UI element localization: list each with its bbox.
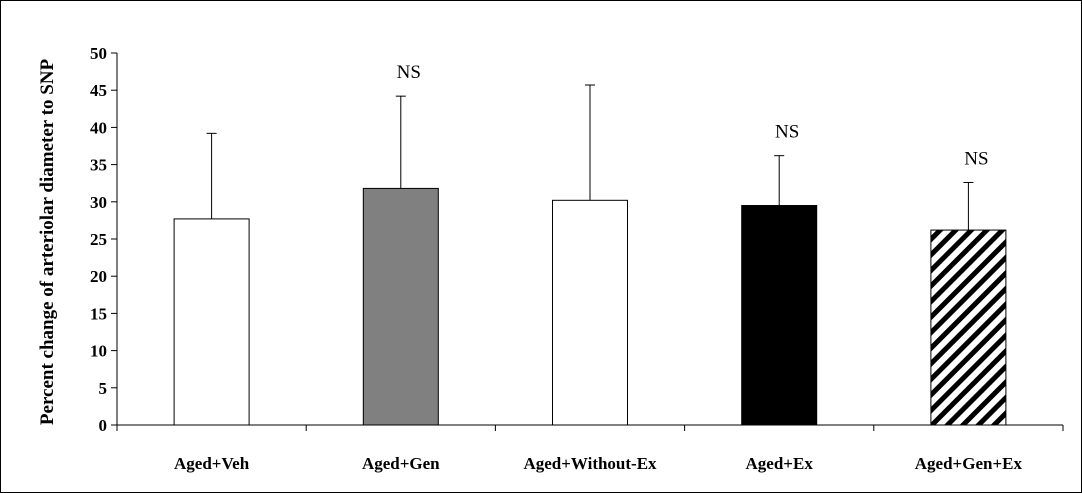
x-category-label: Aged+Ex: [746, 454, 814, 473]
y-tick-label: 40: [90, 118, 107, 137]
ns-annotation: NS: [964, 148, 988, 169]
y-tick-label: 20: [90, 267, 107, 286]
y-axis-label: Percent change of arteriolar diameter to…: [37, 59, 58, 426]
y-tick-label: 35: [90, 156, 107, 175]
y-tick-label: 10: [90, 342, 107, 361]
bar-aged-gen-ex: [930, 229, 1007, 426]
bar-aged-ex: [741, 205, 818, 426]
ns-annotation: NS: [775, 122, 799, 143]
bar-aged-veh: [173, 218, 250, 426]
x-category-label: Aged+Gen: [362, 454, 440, 473]
y-tick-label: 0: [99, 416, 108, 435]
x-category-label: Aged+Without-Ex: [523, 454, 657, 473]
ns-annotation: NS: [397, 62, 421, 83]
x-category-label: Aged+Gen+Ex: [915, 454, 1023, 473]
y-tick-label: 45: [90, 81, 107, 100]
y-tick-label: 30: [90, 193, 107, 212]
y-tick-label: 5: [99, 379, 108, 398]
bar-aged-gen: [362, 187, 439, 426]
y-tick-label: 25: [90, 230, 107, 249]
plot-area: 0 5 10 15 20 25 30 35 40 45 50 Aged+Veh Aged+Gen NS Ag…: [90, 44, 1064, 473]
x-category-label: Aged+Veh: [174, 454, 250, 473]
y-tick-label: 15: [90, 304, 107, 323]
y-tick-label: 50: [90, 44, 107, 63]
bar-aged-without-ex: [552, 199, 628, 426]
